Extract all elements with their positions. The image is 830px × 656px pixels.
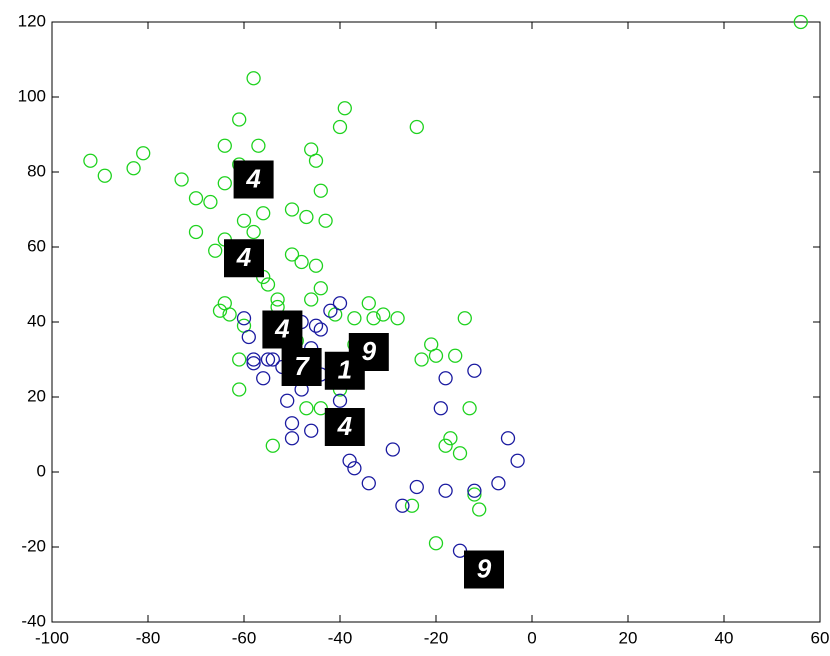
y-tick-label: 20 xyxy=(27,386,46,405)
x-tick-label: 60 xyxy=(811,628,830,647)
x-tick-label: -20 xyxy=(424,628,449,647)
digit-label: 4 xyxy=(337,411,353,441)
x-tick-label: -100 xyxy=(35,628,69,647)
digit-label: 9 xyxy=(362,336,377,366)
x-tick-label: -40 xyxy=(328,628,353,647)
y-tick-label: 80 xyxy=(27,161,46,180)
x-tick-label: -60 xyxy=(232,628,257,647)
y-tick-label: 100 xyxy=(18,86,46,105)
axes-frame xyxy=(52,22,820,622)
digit-label: 4 xyxy=(236,242,252,272)
x-tick-label: 40 xyxy=(715,628,734,647)
y-tick-label: 40 xyxy=(27,311,46,330)
x-tick-label: 20 xyxy=(619,628,638,647)
x-tick-label: 0 xyxy=(527,628,536,647)
digit-label: 4 xyxy=(245,163,261,193)
digit-label: 7 xyxy=(294,351,310,381)
x-tick-label: -80 xyxy=(136,628,161,647)
y-tick-label: 60 xyxy=(27,236,46,255)
page: -100 -80 -60 -40 -20 0 20 40 60 -40 -20 0 20 40 60 80 10… xyxy=(0,0,830,656)
y-tick-label: 0 xyxy=(37,461,46,480)
digit-label: 4 xyxy=(274,313,290,343)
chart: -100 -80 -60 -40 -20 0 20 40 60 -40 -20 0 20 40 60 80 10… xyxy=(0,0,830,656)
y-tick-label: 120 xyxy=(18,11,46,30)
y-tick-label: -40 xyxy=(21,611,46,630)
y-tick-label: -20 xyxy=(21,536,46,555)
digit-label: 9 xyxy=(477,553,492,583)
